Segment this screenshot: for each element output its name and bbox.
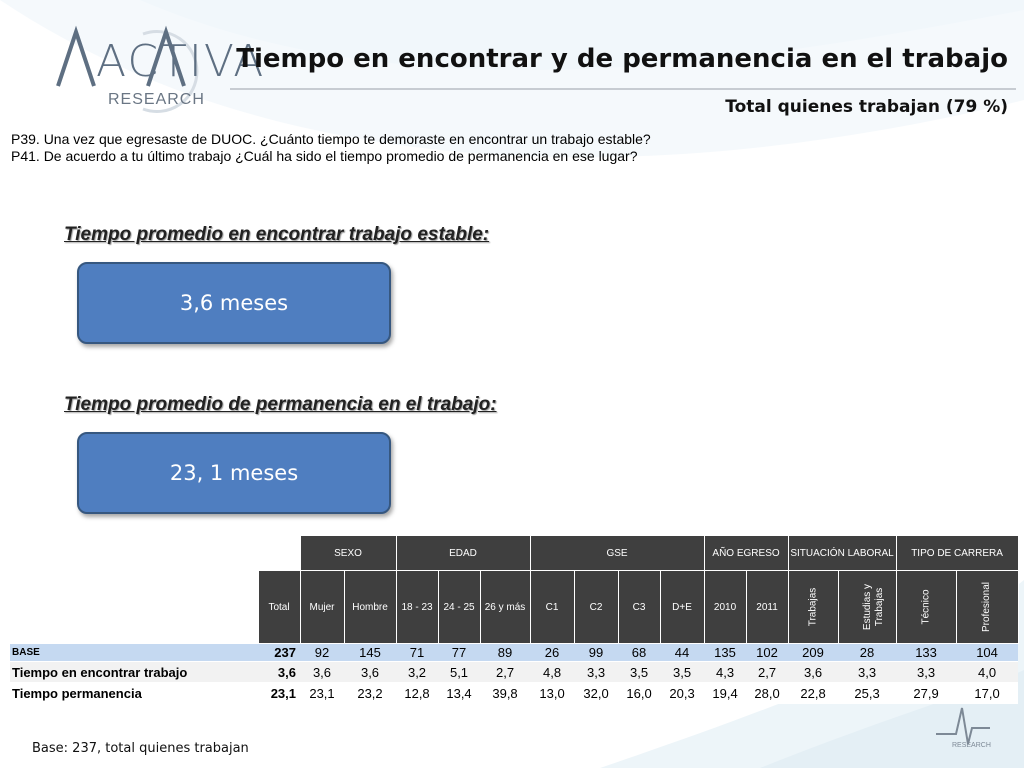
table-cell: 2,7 <box>480 661 531 683</box>
table-cell: 68 <box>618 643 661 662</box>
logo-word: ACTIVA <box>96 36 266 87</box>
group-header-gse: GSE <box>529 535 705 571</box>
table-cell: 104 <box>956 643 1019 662</box>
table-cell: 71 <box>396 643 439 662</box>
table-group-header-row: SEXO EDAD GSE AÑO EGRESO SITUACIÓN LABOR… <box>10 535 1019 571</box>
table-cell: 23,2 <box>344 682 397 704</box>
table-cell: 3,6 <box>344 661 397 683</box>
table-row: Tiempo permanencia 23,1 23,1 23,2 12,8 13,4 39… <box>10 682 1019 704</box>
column-header: Total <box>257 570 301 644</box>
table-cell: 13,4 <box>438 682 481 704</box>
column-header: 18 - 23 <box>395 570 439 644</box>
table-cell: 3,3 <box>896 661 957 683</box>
table-cell: 4,8 <box>530 661 575 683</box>
table-cell: 19,4 <box>704 682 747 704</box>
row-label: BASE <box>10 643 258 662</box>
table-cell: 135 <box>704 643 747 662</box>
row-label: Tiempo en encontrar trabajo <box>10 661 258 683</box>
table-cell: 145 <box>344 643 397 662</box>
footer-note: Base: 237, total quienes trabajan <box>32 741 249 756</box>
table-row: BASE 237 92 145 71 77 89 26 99 68 44 135 102 209 28 133… <box>10 643 1019 662</box>
logo-mark-icon <box>56 25 199 113</box>
footer-logo-mark-icon <box>936 707 990 745</box>
table-cell: 2,7 <box>746 661 789 683</box>
table-cell: 3,6 <box>258 661 300 683</box>
question-p39: P39. Una vez que egresaste de DUOC. ¿Cuá… <box>11 131 651 147</box>
group-header-sexo: SEXO <box>299 535 397 571</box>
table-cell: 26 <box>530 643 575 662</box>
column-header: 2010 <box>703 570 747 644</box>
table-cell: 3,3 <box>838 661 897 683</box>
table-cell: 3,5 <box>618 661 661 683</box>
table-cell: 3,6 <box>788 661 839 683</box>
table-cell: 3,5 <box>660 661 705 683</box>
metric-label-find-job: Tiempo promedio en encontrar trabajo est… <box>64 224 490 245</box>
table-cell: 32,0 <box>574 682 619 704</box>
table-body: BASE 237 92 145 71 77 89 26 99 68 44 135 102 209 28 133… <box>10 643 1019 704</box>
table-cell: 25,3 <box>838 682 897 704</box>
activa-research-logo: ACTIVA RESEARCH <box>28 14 263 114</box>
metric-box-tenure: 23, 1 meses <box>77 432 391 514</box>
row-label: Tiempo permanencia <box>10 682 258 704</box>
table-cell: 133 <box>896 643 957 662</box>
table-cell: 13,0 <box>530 682 575 704</box>
table-column-header-row: Total Mujer Hombre 18 - 23 24 - 25 26 y … <box>10 570 1019 644</box>
question-p41: P41. De acuerdo a tu último trabajo ¿Cuá… <box>11 148 638 164</box>
column-header: 26 y más <box>479 570 531 644</box>
table-cell: 28 <box>838 643 897 662</box>
page-subtitle: Total quienes trabajan (79 %) <box>725 97 1008 117</box>
table-cell: 22,8 <box>788 682 839 704</box>
column-header-vertical: Técnico <box>920 589 932 625</box>
table-cell: 27,9 <box>896 682 957 704</box>
column-header: D+E <box>659 570 705 644</box>
table-cell: 44 <box>660 643 705 662</box>
group-header-edad: EDAD <box>395 535 531 571</box>
table-cell: 39,8 <box>480 682 531 704</box>
table-cell: 20,3 <box>660 682 705 704</box>
table-cell: 4,0 <box>956 661 1019 683</box>
footer-logo-label: RESEARCH <box>952 742 991 749</box>
table-cell: 12,8 <box>396 682 439 704</box>
column-header-vertical: Profesional <box>981 581 993 633</box>
table-cell: 102 <box>746 643 789 662</box>
table-cell: 3,2 <box>396 661 439 683</box>
table-cell: 3,6 <box>300 661 344 683</box>
group-header-situacion-laboral: SITUACIÓN LABORAL <box>787 535 897 571</box>
metric-box-find-job: 3,6 meses <box>77 262 391 344</box>
table-cell: 92 <box>300 643 344 662</box>
column-header-vertical: Trabajas <box>807 587 819 627</box>
column-header: C2 <box>573 570 619 644</box>
footer-logo: RESEARCH <box>932 698 994 754</box>
table-row: Tiempo en encontrar trabajo 3,6 3,6 3,6 3,2 5… <box>10 661 1019 683</box>
column-header: 2011 <box>745 570 789 644</box>
table-cell: 28,0 <box>746 682 789 704</box>
table-cell: 237 <box>258 643 300 662</box>
group-header-ano-egreso: AÑO EGRESO <box>703 535 789 571</box>
table-cell: 77 <box>438 643 481 662</box>
column-header: Hombre <box>343 570 397 644</box>
table-cell: 99 <box>574 643 619 662</box>
column-header: 24 - 25 <box>437 570 481 644</box>
column-header: C1 <box>529 570 575 644</box>
column-header: Mujer <box>299 570 345 644</box>
column-header-vertical: Estudias y Trabajas <box>861 583 885 631</box>
table-cell: 16,0 <box>618 682 661 704</box>
table-cell: 209 <box>788 643 839 662</box>
metric-label-tenure: Tiempo promedio de permanencia en el tra… <box>64 394 497 415</box>
questions-block: P39. Una vez que egresaste de DUOC. ¿Cuá… <box>11 131 651 165</box>
page-title: Tiempo en encontrar y de permanencia en … <box>236 44 1008 74</box>
table-cell: 5,1 <box>438 661 481 683</box>
table-cell: 23,1 <box>258 682 300 704</box>
table-cell: 89 <box>480 643 531 662</box>
column-header: C3 <box>617 570 661 644</box>
table-cell: 17,0 <box>956 682 1019 704</box>
logo-subtitle: RESEARCH <box>108 91 205 108</box>
title-divider <box>230 88 1016 90</box>
table-cell: 23,1 <box>300 682 344 704</box>
table-cell: 4,3 <box>704 661 747 683</box>
group-header-tipo-carrera: TIPO DE CARRERA <box>895 535 1019 571</box>
table-cell: 3,3 <box>574 661 619 683</box>
results-table: SEXO EDAD GSE AÑO EGRESO SITUACIÓN LABOR… <box>10 535 1019 704</box>
